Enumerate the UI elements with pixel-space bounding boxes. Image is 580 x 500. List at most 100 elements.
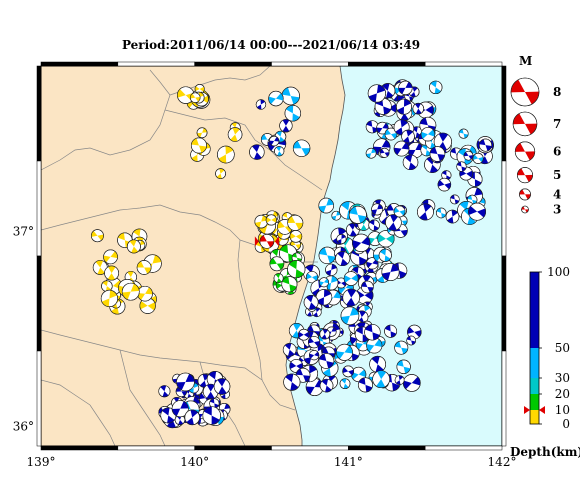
focal-mechanism — [196, 127, 208, 139]
focal-mechanism — [340, 306, 360, 326]
focal-mechanism — [318, 197, 334, 214]
focal-mechanism — [297, 328, 310, 341]
focal-mechanism — [249, 144, 265, 160]
magnitude-legend-symbol — [516, 167, 533, 184]
focal-mechanism — [189, 92, 201, 103]
depth-scale-tick-label: 10 — [555, 403, 570, 417]
focal-mechanism — [273, 273, 284, 284]
focal-mechanism — [287, 260, 306, 279]
focal-mechanism — [139, 297, 156, 314]
focal-mechanism — [281, 276, 298, 293]
mainshock-marker — [254, 234, 279, 249]
frame-tick-bottom — [194, 445, 272, 451]
focal-mechanism — [463, 150, 474, 161]
frame-tick-right — [501, 255, 507, 352]
focal-mechanism — [352, 233, 371, 253]
depth-band — [530, 348, 539, 378]
focal-mechanism — [318, 353, 335, 369]
frame-tick-bottom — [271, 445, 349, 451]
focal-mechanism — [445, 209, 460, 224]
focal-mechanism — [279, 119, 293, 133]
focal-mechanism — [384, 324, 398, 338]
focal-mechanism — [268, 135, 280, 147]
focal-mechanism — [365, 120, 379, 134]
lat-tick-label: 37° — [13, 225, 34, 239]
depth-band — [530, 272, 539, 348]
frame-tick-left — [36, 65, 42, 162]
focal-mechanism — [160, 407, 177, 424]
focal-mechanism — [385, 214, 402, 231]
focal-mechanism — [342, 288, 361, 307]
focal-mechanism — [377, 230, 395, 248]
focal-mechanism — [121, 282, 140, 301]
magnitude-legend-label: 5 — [553, 168, 561, 182]
depth-color-scale: Depth(km) 100 50 30 20 100 — [510, 265, 580, 459]
depth-scale-tick-label: 50 — [555, 341, 570, 355]
focal-mechanism — [367, 84, 386, 103]
focal-mechanism — [429, 80, 443, 95]
focal-mechanism — [283, 373, 301, 391]
focal-mechanism — [372, 370, 391, 389]
frame-tick-bottom — [424, 445, 503, 451]
focal-mechanism — [295, 367, 311, 383]
focal-mechanism — [371, 203, 384, 216]
focal-mechanism — [308, 349, 320, 361]
focal-mechanism — [357, 377, 373, 393]
focal-mechanism — [478, 138, 493, 152]
focal-mechanism — [303, 294, 319, 310]
depth-scale-tick-label: 0 — [562, 417, 570, 431]
focal-mechanism — [318, 277, 329, 288]
focal-mechanism — [268, 90, 284, 107]
focal-mechanism — [384, 127, 398, 141]
frame-tick-top — [348, 61, 426, 67]
focal-mechanism — [417, 203, 434, 221]
focal-mechanism — [407, 324, 422, 340]
focal-mechanism — [394, 340, 409, 355]
land — [41, 66, 346, 446]
focal-mechanism — [412, 102, 425, 115]
focal-mechanism — [126, 239, 141, 254]
focal-mechanism — [336, 233, 347, 245]
focal-mechanism — [137, 285, 153, 302]
focal-mechanism — [307, 336, 321, 349]
focal-mechanism — [227, 127, 243, 142]
focal-mechanism — [398, 80, 413, 95]
lat-tick-label: 36° — [13, 420, 34, 434]
frame-tick-top — [117, 61, 195, 67]
focal-mechanism — [348, 205, 367, 224]
focal-mechanism — [282, 342, 297, 357]
focal-mechanism — [342, 365, 355, 378]
depth-band — [530, 410, 539, 424]
frame-tick-bottom — [40, 445, 119, 451]
frame-tick-top — [194, 61, 272, 67]
focal-mechanism — [274, 146, 285, 157]
magnitude-legend-symbol — [514, 141, 536, 162]
depth-band — [530, 378, 539, 394]
focal-mechanism — [435, 207, 447, 219]
focal-mechanism — [103, 249, 118, 265]
focal-mechanism — [339, 378, 351, 390]
frame-ticks — [36, 61, 507, 451]
focal-mechanism — [472, 152, 484, 164]
focal-mechanism — [158, 385, 171, 398]
focal-mechanism — [104, 265, 120, 281]
focal-mechanism — [429, 146, 446, 162]
frame-tick-left — [36, 255, 42, 352]
focal-mechanism — [368, 219, 380, 231]
magnitude-legend-symbol — [519, 188, 531, 201]
focal-mechanism — [379, 147, 390, 158]
mainshock-arrow-right — [274, 236, 279, 247]
focal-mechanism — [91, 229, 104, 243]
lon-tick-label: 142° — [488, 455, 517, 469]
magnitude-legend-label: 6 — [553, 145, 561, 159]
frame-tick-bottom — [117, 445, 195, 451]
focal-mechanism — [265, 214, 277, 226]
focal-mechanism — [92, 260, 108, 275]
focal-mechanism — [336, 343, 353, 361]
focal-mechanisms — [91, 79, 494, 429]
focal-mechanism — [364, 324, 381, 341]
depth-scale-tick-label: 30 — [555, 371, 570, 385]
focal-mechanism — [171, 400, 189, 418]
focal-mechanism — [255, 99, 267, 110]
